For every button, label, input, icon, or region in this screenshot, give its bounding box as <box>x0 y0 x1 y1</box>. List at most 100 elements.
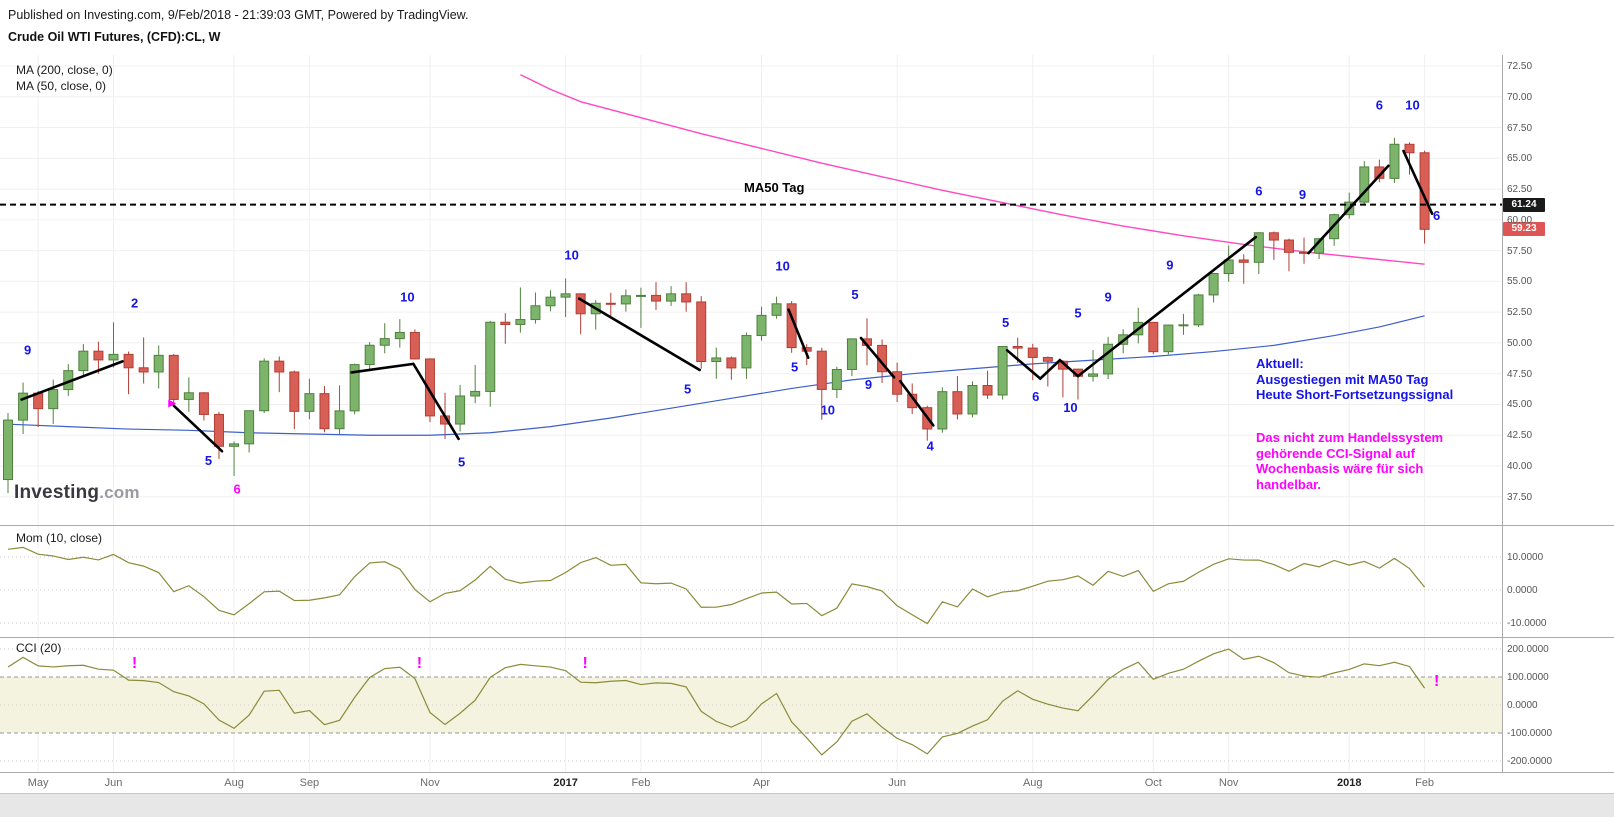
count-annotation[interactable]: 5 <box>1002 315 1009 330</box>
count-annotation[interactable]: 6 <box>233 481 240 496</box>
candle[interactable] <box>997 345 1008 400</box>
candle[interactable] <box>334 385 345 435</box>
count-annotation[interactable]: 10 <box>1063 400 1077 415</box>
candle[interactable] <box>831 366 842 399</box>
count-annotation[interactable]: 6 <box>1376 97 1383 112</box>
candle[interactable] <box>18 382 29 435</box>
count-annotation[interactable]: 9 <box>1166 257 1173 272</box>
trend-line[interactable] <box>172 404 224 453</box>
candle[interactable] <box>1283 238 1294 272</box>
trend-line[interactable] <box>1402 149 1434 215</box>
candle[interactable] <box>530 292 541 324</box>
candle[interactable] <box>560 278 571 317</box>
candle[interactable] <box>967 381 978 418</box>
candle[interactable] <box>455 385 466 432</box>
count-annotation[interactable]: 5 <box>791 360 798 375</box>
candle[interactable] <box>590 300 601 330</box>
legend-ma50[interactable]: MA (50, close, 0) <box>16 79 107 93</box>
cci-signal-mark[interactable]: ! <box>1434 673 1439 690</box>
count-annotation[interactable]: 10 <box>400 289 414 304</box>
note-blue-text[interactable]: Aktuell: Ausgestiegen mit MA50 Tag Heute… <box>1256 356 1454 402</box>
count-annotation[interactable]: 9 <box>865 377 872 392</box>
count-annotation[interactable]: 4 <box>927 438 935 453</box>
cci-signal-mark[interactable]: ! <box>132 655 137 672</box>
count-annotation[interactable]: 9 <box>24 342 31 357</box>
candle[interactable] <box>1208 272 1219 303</box>
candle[interactable] <box>756 306 767 341</box>
count-annotation[interactable]: 9 <box>1299 187 1306 202</box>
count-annotation[interactable]: 5 <box>458 454 465 469</box>
count-annotation[interactable]: 10 <box>1405 97 1419 112</box>
candle[interactable] <box>274 356 285 393</box>
candle[interactable] <box>952 375 963 420</box>
candle[interactable] <box>1389 137 1400 183</box>
candle[interactable] <box>259 358 270 414</box>
candle[interactable] <box>711 347 722 379</box>
candle[interactable] <box>937 387 948 433</box>
count-annotation[interactable]: 5 <box>851 287 858 302</box>
count-annotation[interactable]: 5 <box>1074 305 1081 320</box>
mom-indicator-label[interactable]: Mom (10, close) <box>16 531 103 545</box>
count-annotation[interactable]: 5 <box>684 382 691 397</box>
count-annotation[interactable]: 6 <box>1255 184 1262 199</box>
count-annotation[interactable]: 10 <box>775 259 789 274</box>
candle[interactable] <box>1163 324 1174 355</box>
candle[interactable] <box>1193 293 1204 328</box>
trend-line[interactable] <box>20 360 124 401</box>
candle[interactable] <box>1223 245 1234 282</box>
count-annotation[interactable]: 10 <box>821 403 835 418</box>
candle[interactable] <box>485 320 496 407</box>
candle[interactable] <box>153 345 164 389</box>
cci-signal-mark[interactable]: ! <box>583 655 588 672</box>
cci-panel[interactable]: !!!! <box>7 648 1439 756</box>
count-annotation[interactable]: 6 <box>1433 208 1440 223</box>
candle[interactable] <box>681 282 692 312</box>
candle[interactable] <box>635 287 646 328</box>
candle[interactable] <box>244 410 255 453</box>
candle[interactable] <box>771 296 782 319</box>
candle[interactable] <box>1268 231 1279 260</box>
candle[interactable] <box>515 287 526 333</box>
candle[interactable] <box>666 286 677 306</box>
candle[interactable] <box>696 296 707 369</box>
candle[interactable] <box>379 323 390 354</box>
candle[interactable] <box>229 441 240 476</box>
count-annotation[interactable]: 2 <box>131 296 138 311</box>
candle[interactable] <box>198 392 209 421</box>
candle[interactable] <box>364 342 375 372</box>
candle[interactable] <box>319 386 330 433</box>
trend-line[interactable] <box>1076 235 1258 378</box>
trend-line[interactable] <box>1307 164 1390 255</box>
candle[interactable] <box>409 329 420 360</box>
trend-line[interactable] <box>350 362 460 441</box>
trend-line[interactable] <box>859 336 896 379</box>
note-magenta-text[interactable]: Das nicht zum Handelssystem gehörende CC… <box>1256 430 1444 492</box>
candle[interactable] <box>982 370 993 399</box>
candle[interactable] <box>1359 161 1370 206</box>
candle[interactable] <box>108 322 119 368</box>
candle[interactable] <box>33 390 44 428</box>
candle[interactable] <box>138 337 149 384</box>
count-annotation[interactable]: 10 <box>564 248 578 263</box>
candle[interactable] <box>816 347 827 420</box>
count-annotation[interactable]: 5 <box>205 453 212 468</box>
candle[interactable] <box>846 338 857 377</box>
candle[interactable] <box>3 413 13 494</box>
candle[interactable] <box>620 289 631 312</box>
hline-label[interactable]: MA50 Tag <box>744 180 805 195</box>
count-annotation[interactable]: 6 <box>1032 389 1039 404</box>
trend-line[interactable] <box>1005 349 1080 381</box>
candle[interactable] <box>183 377 194 412</box>
candle[interactable] <box>394 319 405 348</box>
cci-indicator-label[interactable]: CCI (20) <box>16 641 62 655</box>
candle[interactable] <box>1253 232 1264 275</box>
candle[interactable] <box>289 370 300 430</box>
candle[interactable] <box>213 411 224 459</box>
mom-panel[interactable] <box>7 546 1426 625</box>
candle[interactable] <box>304 378 315 420</box>
candle[interactable] <box>1103 336 1114 379</box>
cci-signal-mark[interactable]: ! <box>417 655 422 672</box>
candle[interactable] <box>168 354 179 407</box>
trend-line[interactable] <box>898 379 935 427</box>
